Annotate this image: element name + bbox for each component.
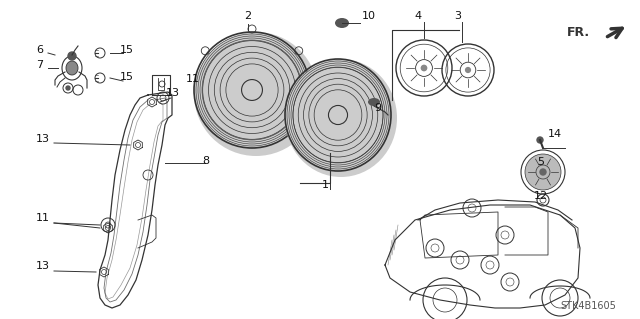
Ellipse shape: [194, 32, 318, 156]
Text: 6: 6: [36, 45, 43, 55]
Text: 13: 13: [166, 88, 180, 98]
Circle shape: [537, 137, 543, 143]
Ellipse shape: [66, 61, 78, 75]
Ellipse shape: [285, 59, 397, 177]
Text: STK4B1605: STK4B1605: [560, 301, 616, 311]
Text: 10: 10: [362, 11, 376, 21]
Text: 1: 1: [321, 180, 328, 190]
Text: 11: 11: [36, 213, 50, 223]
Circle shape: [68, 52, 76, 60]
Text: 8: 8: [202, 156, 209, 166]
Ellipse shape: [335, 18, 349, 28]
Text: 4: 4: [415, 11, 422, 21]
Circle shape: [525, 154, 561, 190]
Text: 7: 7: [36, 60, 43, 70]
Circle shape: [420, 65, 428, 71]
Circle shape: [540, 169, 546, 175]
Text: 3: 3: [454, 11, 461, 21]
Text: 2: 2: [244, 11, 252, 21]
Text: 12: 12: [534, 191, 548, 201]
Circle shape: [465, 67, 471, 73]
Text: 11: 11: [186, 74, 200, 84]
Circle shape: [66, 86, 70, 90]
Ellipse shape: [368, 98, 380, 106]
Text: 13: 13: [36, 134, 50, 144]
Text: 14: 14: [548, 129, 562, 139]
Text: 5: 5: [537, 157, 544, 167]
Text: 15: 15: [120, 72, 134, 82]
Text: 15: 15: [120, 45, 134, 55]
Text: 9: 9: [374, 103, 381, 113]
Text: 13: 13: [36, 261, 50, 271]
Text: FR.: FR.: [567, 26, 590, 39]
